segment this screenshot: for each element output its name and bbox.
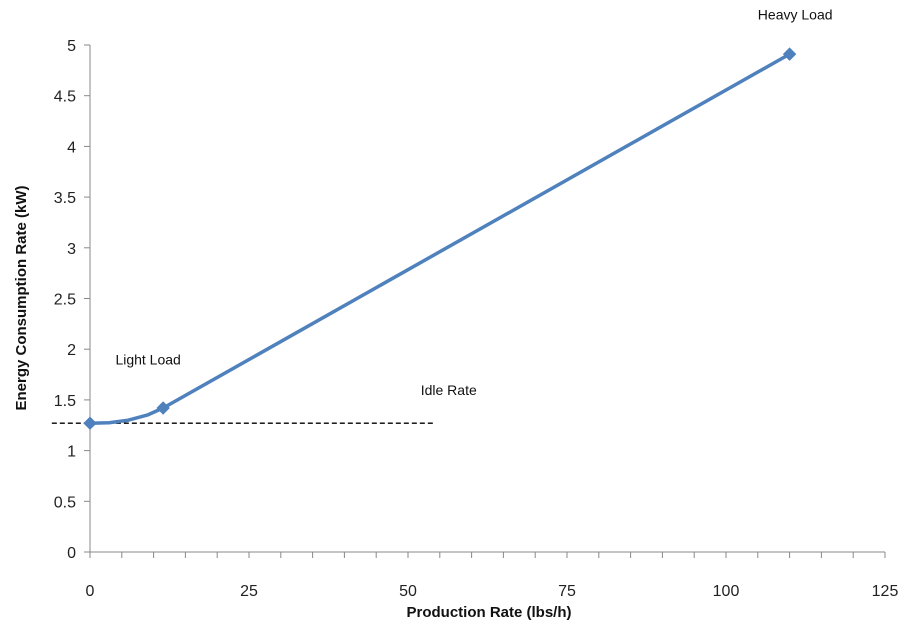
y-tick-label: 1: [67, 444, 76, 461]
x-tick-label: 25: [240, 583, 258, 600]
y-tick-label: 3.5: [54, 190, 76, 207]
x-tick-label: 50: [399, 583, 417, 600]
data-point-marker: [83, 416, 97, 430]
y-tick-label: 3: [67, 241, 76, 258]
x-tick-label: 75: [558, 583, 576, 600]
tick-labels: 00.511.522.533.544.550 25 50 75 100 125: [54, 38, 899, 600]
annotation-label: Idle Rate: [421, 382, 477, 398]
y-tick-label: 0: [67, 545, 76, 562]
x-tick-label: 125: [872, 583, 899, 600]
annotation-label: Heavy Load: [758, 7, 833, 23]
y-tick-label: 4.5: [54, 89, 76, 106]
axes: [89, 45, 885, 553]
x-tick-label: 0: [86, 583, 95, 600]
y-tick-label: 2.5: [54, 292, 76, 309]
y-tick-label: 5: [67, 38, 76, 55]
y-tick-label: 2: [67, 342, 76, 359]
y-tick-label: 1.5: [54, 393, 76, 410]
data-point-marker: [782, 47, 797, 61]
y-tick-label: 4: [67, 139, 76, 156]
annotations: Light Load Idle Rate Heavy Load: [115, 7, 832, 398]
series-group: [83, 47, 797, 430]
y-axis-title: Energy Consumption Rate (kW): [13, 185, 30, 410]
tick-marks: [84, 44, 886, 558]
annotation-label: Light Load: [115, 351, 180, 367]
series-line: [88, 52, 792, 425]
x-axis-title: Production Rate (lbs/h): [407, 604, 572, 621]
y-tick-label: 0.5: [54, 494, 76, 511]
x-tick-label: 100: [713, 583, 740, 600]
data-point-marker: [156, 401, 170, 415]
